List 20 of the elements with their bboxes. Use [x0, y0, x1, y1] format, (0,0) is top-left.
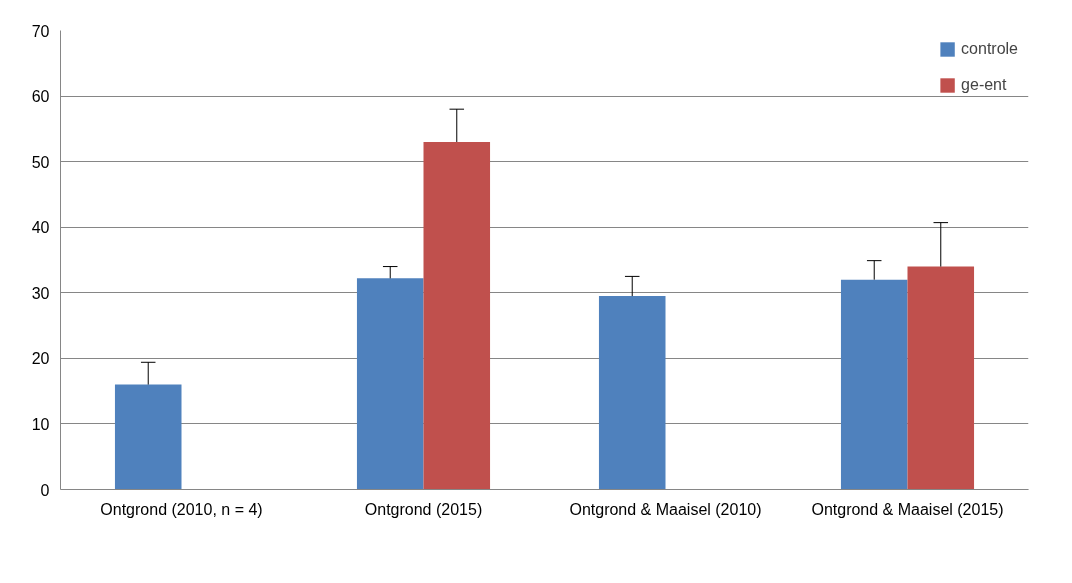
bar — [840, 279, 908, 490]
legend-label: ge-ent — [961, 76, 1007, 94]
bar — [907, 266, 975, 490]
bar — [114, 384, 182, 490]
legend-label: controle — [961, 40, 1018, 58]
bar — [598, 296, 666, 490]
x-tick-label: Ontgrond (2015) — [364, 500, 483, 518]
y-tick-label: 20 — [31, 350, 50, 368]
y-tick-label: 70 — [31, 22, 50, 40]
y-tick-label: 0 — [40, 481, 50, 499]
y-tick-label: 50 — [31, 153, 50, 171]
y-tick-label: 40 — [31, 219, 50, 237]
bar — [423, 141, 491, 490]
bar — [356, 278, 424, 490]
y-tick-label: 30 — [31, 284, 50, 302]
x-tick-label: Ontgrond (2010, n = 4) — [100, 500, 263, 518]
y-tick-label: 60 — [31, 88, 50, 106]
y-tick-label: 10 — [31, 415, 50, 433]
x-tick-label: Ontgrond & Maaisel (2010) — [569, 500, 762, 518]
x-tick-label: Ontgrond & Maaisel (2015) — [811, 500, 1004, 518]
